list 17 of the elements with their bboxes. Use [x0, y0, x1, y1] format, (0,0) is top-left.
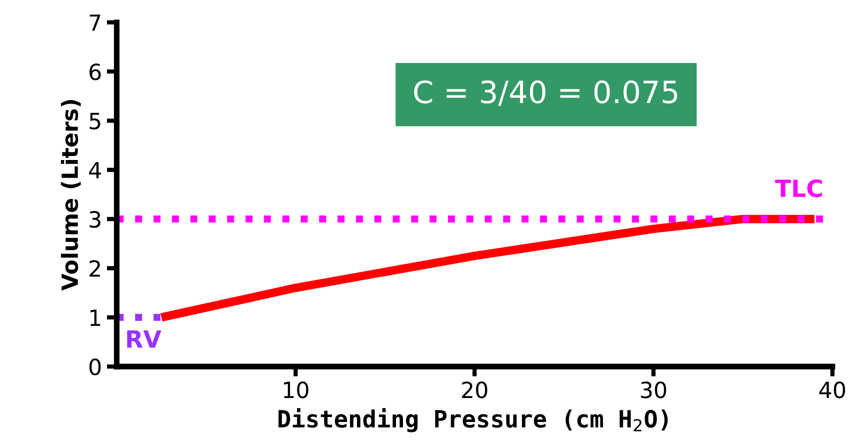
- x-tick-label: 40: [819, 382, 846, 398]
- x-tick-label: 20: [462, 382, 488, 398]
- ref-line-label: TLC: [775, 179, 822, 198]
- y-tick-label: 1: [90, 310, 100, 326]
- y-axis-title: Volume (Liters): [60, 100, 81, 291]
- y-tick-label: 7: [90, 14, 100, 31]
- y-tick-label: 6: [90, 63, 101, 80]
- series-label: RV: [127, 330, 162, 348]
- y-tick-label: 5: [90, 112, 100, 130]
- annotation: C = 3/40 = 0.075: [414, 80, 678, 106]
- x-tick-label: 30: [641, 382, 666, 398]
- y-tick-label: 0: [89, 358, 101, 376]
- y-tick-label: 2: [90, 260, 100, 277]
- y-tick-label: 4: [89, 162, 101, 178]
- x-axis-title: Distending Pressure (cm H$_{2}$O): [278, 408, 668, 432]
- x-tick-label: 10: [284, 382, 308, 398]
- y-tick-label: 3: [90, 210, 100, 228]
